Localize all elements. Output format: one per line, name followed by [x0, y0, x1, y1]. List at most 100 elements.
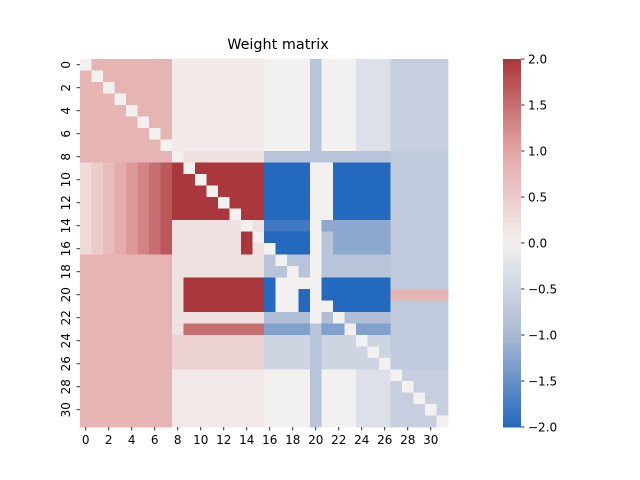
heatmap-cell: [172, 197, 184, 209]
heatmap-cell: [149, 369, 161, 382]
colorbar-swatch: [503, 378, 521, 382]
x-tick-label: 8: [174, 433, 182, 447]
heatmap-cell: [321, 231, 334, 244]
heatmap-cell: [206, 93, 219, 106]
heatmap-cell: [172, 220, 184, 232]
colorbar-swatch: [503, 87, 521, 92]
heatmap-cell: [114, 105, 127, 117]
heatmap-cell: [275, 82, 288, 94]
heatmap-cell: [103, 289, 115, 301]
colorbar-swatch: [503, 332, 521, 336]
heatmap-cell: [413, 139, 426, 152]
colorbar-swatch: [503, 392, 521, 396]
heatmap-cell: [137, 231, 150, 244]
heatmap-cell: [241, 59, 253, 71]
heatmap-cell: [402, 266, 414, 278]
heatmap-cell: [103, 243, 115, 255]
heatmap-cell: [80, 392, 92, 405]
heatmap-cell: [390, 300, 403, 313]
colorbar-swatch: [503, 228, 521, 233]
colorbar-swatch: [503, 271, 521, 276]
heatmap-cell: [126, 208, 138, 221]
heatmap-cell: [436, 231, 449, 244]
heatmap-cell: [321, 404, 334, 416]
heatmap-cell: [149, 93, 161, 106]
heatmap-cell: [183, 369, 196, 382]
heatmap-cell: [103, 82, 115, 94]
heatmap-cell: [333, 151, 345, 163]
heatmap-cell: [367, 162, 380, 175]
heatmap-cell: [425, 116, 437, 129]
heatmap-cell: [333, 323, 345, 336]
colorbar-swatch: [503, 174, 521, 178]
heatmap-cell: [298, 323, 311, 336]
heatmap-cell: [160, 128, 173, 140]
colorbar-swatch: [503, 386, 521, 391]
heatmap-cell: [425, 289, 437, 301]
heatmap-cell: [310, 277, 322, 290]
heatmap-cell: [333, 254, 345, 267]
heatmap-cell: [137, 116, 150, 129]
heatmap-cell: [264, 358, 276, 370]
heatmap-cell: [379, 312, 391, 324]
heatmap-cell: [80, 300, 92, 313]
heatmap-cell: [333, 208, 345, 221]
heatmap-cell: [356, 254, 368, 267]
heatmap-cell: [91, 312, 104, 324]
heatmap-cell: [298, 174, 311, 186]
heatmap-cell: [264, 82, 276, 94]
heatmap-cell: [149, 197, 161, 209]
heatmap-cell: [436, 93, 449, 106]
heatmap-cell: [275, 151, 288, 163]
heatmap-cell: [298, 70, 311, 83]
colorbar-swatch: [503, 151, 521, 155]
heatmap-cell: [80, 208, 92, 221]
colorbar-swatch: [503, 199, 521, 204]
heatmap-cell: [195, 300, 207, 313]
heatmap-cell: [264, 185, 276, 198]
heatmap-cell: [367, 243, 380, 255]
heatmap-cell: [126, 70, 138, 83]
heatmap-cell: [252, 220, 265, 232]
heatmap-cell: [172, 277, 184, 290]
heatmap-cell: [229, 277, 242, 290]
heatmap-cell: [275, 105, 288, 117]
heatmap-cell: [413, 266, 426, 278]
heatmap-cell: [310, 82, 322, 94]
heatmap-cell: [195, 381, 207, 393]
heatmap-cell: [425, 369, 437, 382]
heatmap-cell: [126, 82, 138, 94]
heatmap-cell: [229, 139, 242, 152]
heatmap-cell: [390, 415, 403, 428]
heatmap-cell: [402, 289, 414, 301]
heatmap-cell: [287, 369, 299, 382]
colorbar-swatch: [503, 59, 521, 63]
heatmap-cell: [379, 323, 391, 336]
heatmap-cell: [264, 404, 276, 416]
colorbar-swatch: [503, 133, 521, 138]
heatmap-cell: [367, 197, 380, 209]
heatmap-cell: [379, 59, 391, 71]
heatmap-cell: [149, 243, 161, 255]
heatmap-cell: [160, 116, 173, 129]
heatmap-cell: [218, 415, 230, 428]
heatmap-cell: [160, 335, 173, 347]
heatmap-cell: [241, 381, 253, 393]
heatmap-cell: [114, 70, 127, 83]
heatmap-cell: [379, 185, 391, 198]
heatmap-cell: [137, 312, 150, 324]
x-tick-label: 12: [216, 433, 231, 447]
heatmap-cell: [436, 323, 449, 336]
heatmap-cell: [218, 128, 230, 140]
x-tick-label: 18: [285, 433, 300, 447]
heatmap-cell: [367, 415, 380, 428]
colorbar-swatch: [503, 102, 521, 106]
heatmap-cell: [413, 59, 426, 71]
heatmap-cell: [367, 312, 380, 324]
heatmap-cell: [436, 277, 449, 290]
heatmap-cell: [321, 346, 334, 359]
heatmap-cell: [379, 243, 391, 255]
heatmap-cell: [183, 323, 196, 336]
heatmap-cell: [218, 231, 230, 244]
heatmap-cell: [287, 358, 299, 370]
